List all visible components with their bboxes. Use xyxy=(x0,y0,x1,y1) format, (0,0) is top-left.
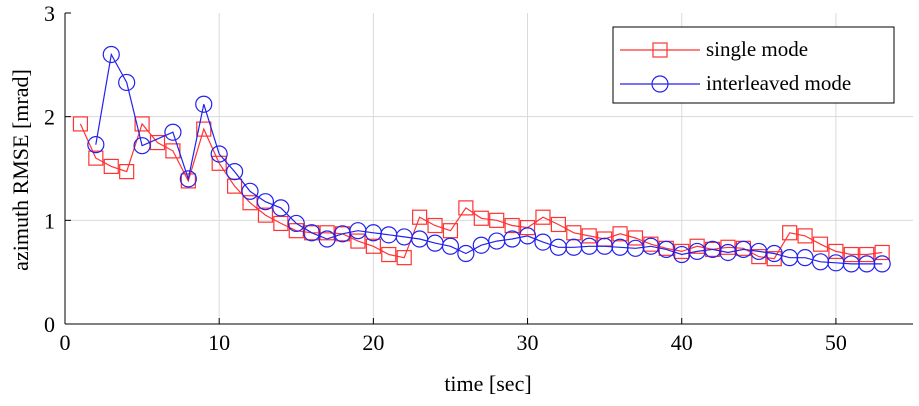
data-point-circle xyxy=(195,95,213,113)
data-point-square xyxy=(627,230,644,246)
data-point-square xyxy=(473,210,489,226)
data-point-square xyxy=(689,238,705,254)
data-point-square xyxy=(812,236,829,252)
legend-label-single-mode: single mode xyxy=(706,37,808,61)
data-point-square xyxy=(427,217,443,234)
data-point-square xyxy=(550,216,566,233)
data-point-circle xyxy=(87,136,105,154)
axes xyxy=(64,12,913,325)
x-tick-label: 10 xyxy=(208,330,230,355)
data-point-square xyxy=(211,155,227,171)
data-point-circle xyxy=(318,230,336,248)
data-point-circle xyxy=(287,214,305,233)
data-point-square xyxy=(519,219,536,236)
legend-label-interleaved-mode: interleaved mode xyxy=(706,71,851,95)
data-point-square xyxy=(751,249,767,265)
data-point-square xyxy=(859,246,875,263)
legend-circle-marker-icon xyxy=(651,75,669,93)
series-line xyxy=(79,122,883,260)
x-tick-label: 30 xyxy=(517,330,539,355)
x-tick-label: 20 xyxy=(362,330,384,355)
data-point-square xyxy=(458,200,474,216)
data-point-square xyxy=(72,116,89,132)
data-point-circle xyxy=(102,45,120,64)
x-tick-label: 0 xyxy=(60,330,71,355)
data-point-square xyxy=(412,209,428,225)
data-point-square xyxy=(704,241,721,257)
x-tick-label: 50 xyxy=(825,330,847,355)
data-point-square xyxy=(257,207,274,223)
data-point-circle xyxy=(272,199,290,217)
data-point-circle xyxy=(534,233,552,251)
data-point-circle xyxy=(873,255,891,273)
legend: single mode interleaved mode xyxy=(612,26,895,104)
data-point-square xyxy=(365,238,381,254)
x-axis-label: time [sec] xyxy=(444,371,531,396)
data-point-square xyxy=(88,150,104,166)
data-point-circle xyxy=(303,224,321,242)
legend-square-marker-icon xyxy=(652,42,668,58)
data-point-square xyxy=(581,228,597,244)
data-point-square xyxy=(489,212,505,228)
data-point-circle xyxy=(118,73,136,92)
data-point-square xyxy=(119,164,135,180)
legend-box xyxy=(612,26,895,104)
x-tick-label: 40 xyxy=(671,330,693,355)
data-point-circle xyxy=(226,163,244,181)
data-point-square xyxy=(350,233,366,249)
data-point-square xyxy=(180,173,196,189)
data-point-square xyxy=(643,236,659,252)
y-tick-label: 2 xyxy=(44,105,55,130)
data-point-square xyxy=(304,225,320,241)
series-layer xyxy=(72,45,891,273)
data-point-square xyxy=(334,226,351,242)
series-single-mode xyxy=(72,116,890,267)
data-point-circle xyxy=(441,237,460,255)
data-point-square xyxy=(504,217,520,234)
data-point-circle xyxy=(457,244,475,263)
data-point-square xyxy=(843,246,859,263)
data-point-circle xyxy=(518,227,537,245)
data-point-circle xyxy=(241,182,259,200)
data-point-square xyxy=(103,158,119,175)
y-axis-label: azimuth RMSE [mrad] xyxy=(8,69,33,271)
series-interleaved-mode xyxy=(87,45,891,273)
data-point-square xyxy=(381,246,397,263)
data-point-circle xyxy=(657,240,675,258)
data-point-square xyxy=(874,244,890,261)
data-point-square xyxy=(396,250,412,266)
y-tick-label: 1 xyxy=(44,208,55,233)
y-tick-label: 3 xyxy=(44,1,55,26)
legend-entry-single-mode: single mode xyxy=(620,37,808,61)
data-point-square xyxy=(612,226,628,242)
data-point-square xyxy=(535,209,551,225)
data-point-square xyxy=(196,121,212,137)
tick-labels: 0 10 20 30 40 50 0 1 2 3 xyxy=(44,1,847,355)
data-point-circle xyxy=(179,170,197,188)
legend-entry-interleaved-mode: interleaved mode xyxy=(620,71,851,95)
data-point-square xyxy=(134,116,150,132)
data-point-square xyxy=(782,225,798,241)
data-point-circle xyxy=(164,123,182,141)
data-point-square xyxy=(165,143,181,159)
y-tick-label: 0 xyxy=(44,312,55,337)
data-point-circle xyxy=(256,193,275,211)
data-point-circle xyxy=(133,137,151,155)
data-point-square xyxy=(828,243,844,260)
data-point-circle xyxy=(210,145,228,163)
data-point-square xyxy=(797,228,813,244)
data-point-square xyxy=(720,239,736,255)
